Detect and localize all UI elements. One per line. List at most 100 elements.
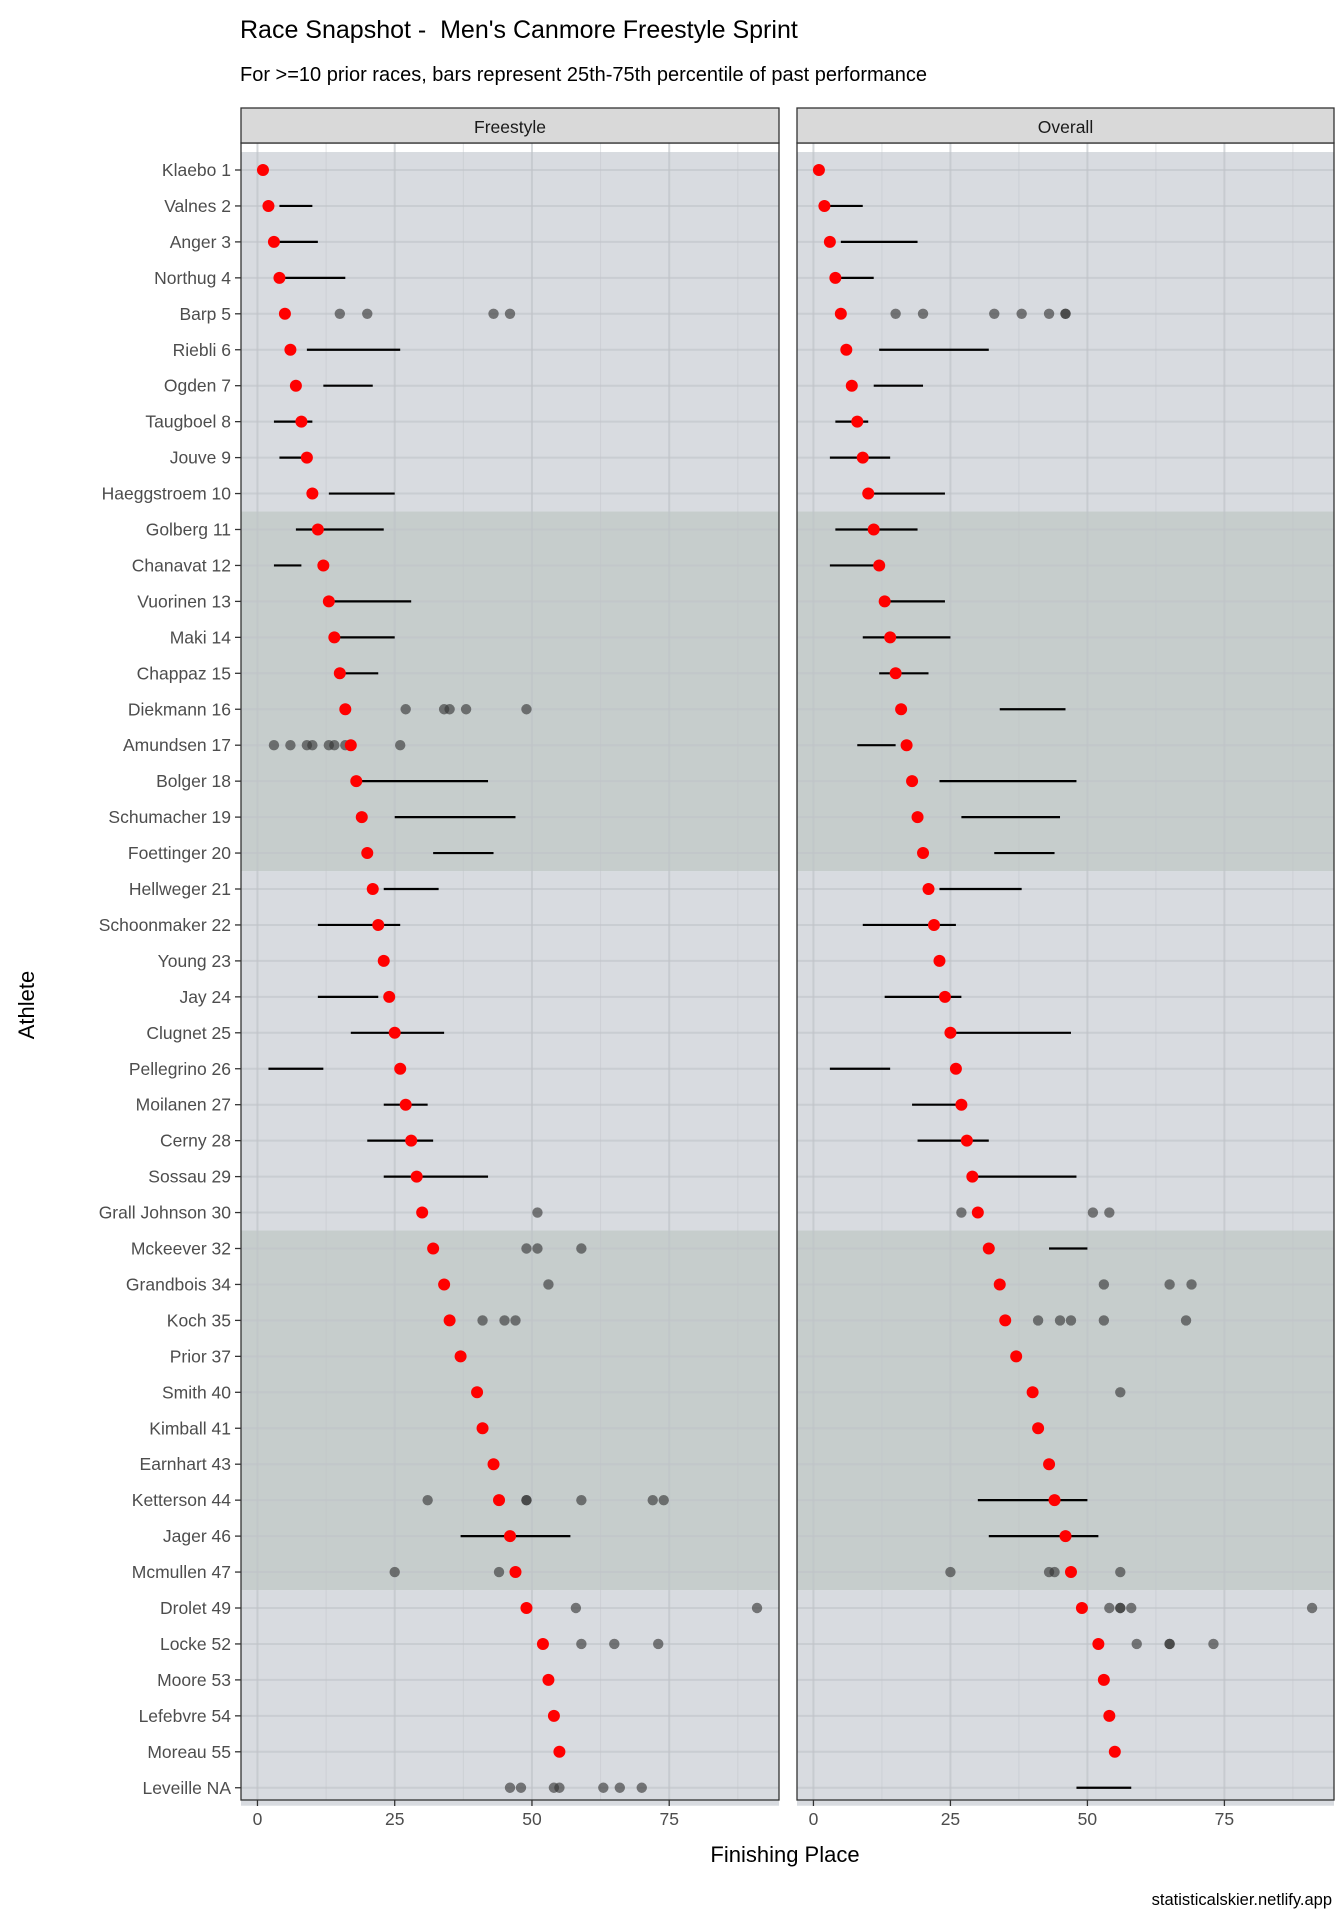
past-result-point (576, 1494, 587, 1506)
current-place-point (884, 631, 897, 644)
past-result-point (1016, 308, 1027, 319)
x-tick-label: 75 (1215, 1809, 1234, 1829)
athlete-label: Chappaz 15 (137, 663, 231, 683)
past-result-point (493, 1566, 505, 1578)
current-place-point (405, 1134, 418, 1147)
shade-band (241, 1590, 779, 1806)
athlete-label: Clugnet 25 (146, 1023, 231, 1043)
current-place-point (394, 1062, 407, 1075)
current-place-point (982, 1242, 995, 1255)
past-result-point (1087, 1207, 1099, 1218)
past-result-point (395, 740, 406, 751)
athlete-label: Barp 5 (179, 304, 231, 324)
athlete-label: Pellegrino 26 (129, 1059, 231, 1079)
facet-strip-label: Overall (1038, 117, 1093, 137)
current-place-point (933, 954, 946, 967)
current-place-point (938, 990, 951, 1003)
current-place-point (1048, 1494, 1061, 1507)
athlete-label: Jouve 9 (170, 448, 231, 468)
past-result-point (658, 1494, 669, 1506)
athlete-label: Haeggstroem 10 (102, 484, 232, 504)
athlete-label: Locke 52 (160, 1634, 231, 1654)
current-place-point (333, 667, 346, 680)
current-place-point (493, 1494, 506, 1507)
current-place-point (862, 487, 875, 500)
current-place-point (960, 1134, 973, 1147)
current-place-point (350, 775, 363, 788)
past-result-point (1131, 1638, 1142, 1650)
current-place-point (818, 199, 831, 212)
current-place-point (867, 523, 880, 536)
past-result-point (1098, 1279, 1110, 1290)
athlete-label: Ogden 7 (164, 376, 231, 396)
past-result-point (1032, 1315, 1044, 1326)
past-result-point (400, 704, 411, 715)
athlete-label: Grandbois 34 (126, 1274, 231, 1294)
past-result-point (504, 1782, 516, 1793)
athlete-label: Mckeever 32 (131, 1239, 231, 1259)
athlete-label: Anger 3 (170, 232, 231, 252)
current-place-point (317, 559, 330, 572)
current-place-point (361, 847, 374, 860)
athlete-label: Riebli 6 (173, 340, 231, 360)
facet-strip-label: Freestyle (474, 117, 546, 137)
current-place-point (878, 595, 891, 608)
current-place-point (262, 199, 275, 212)
current-place-point (1043, 1458, 1056, 1471)
athlete-label: Vuorinen 13 (137, 591, 231, 611)
past-result-point (653, 1638, 664, 1650)
past-result-point (477, 1315, 488, 1326)
y-axis-tick-labels: Klaebo 1 Valnes 2 Anger 3 Northug 4 Barp 5 Ri… (99, 160, 241, 1798)
current-place-point (993, 1278, 1006, 1291)
athlete-label: Schoonmaker 22 (99, 915, 231, 935)
athlete-label: Golberg 11 (146, 520, 231, 540)
current-place-point (927, 918, 940, 931)
past-result-point (1126, 1602, 1137, 1614)
athlete-label: Cerny 28 (160, 1131, 231, 1151)
current-place-point (339, 703, 352, 716)
current-place-point (471, 1386, 484, 1399)
current-place-point (322, 595, 335, 608)
current-place-point (547, 1709, 560, 1722)
past-result-point (1054, 1315, 1066, 1326)
current-place-point (911, 811, 924, 824)
athlete-label: Ketterson 44 (132, 1490, 231, 1510)
panels: Freestyle 0 25 50 75 Overall 0 25 50 75 (240, 107, 1335, 1829)
current-place-point (966, 1170, 979, 1183)
current-place-point (300, 451, 313, 464)
athlete-label: Sossau 29 (148, 1167, 231, 1187)
current-place-point (906, 775, 919, 788)
past-result-point (751, 1602, 763, 1614)
past-result-point (460, 704, 472, 715)
facet-strip (796, 107, 1335, 144)
current-place-point (1108, 1745, 1121, 1758)
grid-lines (241, 143, 779, 1800)
athlete-label: Amundsen 17 (123, 735, 231, 755)
current-place-point (416, 1206, 429, 1219)
past-result-point (614, 1782, 625, 1793)
past-result-point (1060, 308, 1071, 319)
athlete-label: Taugboel 8 (145, 412, 231, 432)
athlete-label: Prior 37 (170, 1346, 231, 1366)
past-result-point (1208, 1638, 1219, 1650)
past-result-point (504, 308, 516, 319)
athlete-label: Jay 24 (179, 987, 231, 1007)
current-place-point (1032, 1422, 1045, 1435)
x-tick-label: 50 (522, 1809, 542, 1829)
past-result-point (543, 1279, 554, 1290)
past-result-point (499, 1315, 510, 1326)
current-place-point (845, 379, 858, 392)
athlete-label: Moilanen 27 (136, 1095, 231, 1115)
y-axis-label: Athlete (14, 971, 39, 1040)
current-place-point (1075, 1602, 1088, 1614)
past-result-point (532, 1243, 543, 1254)
past-result-point (510, 1315, 521, 1326)
past-result-point (1115, 1602, 1126, 1614)
athlete-label: Chanavat 12 (132, 555, 231, 575)
current-place-point (476, 1422, 489, 1435)
athlete-label: Earnhart 43 (140, 1454, 231, 1474)
current-place-point (306, 487, 319, 500)
past-result-point (1164, 1638, 1175, 1650)
athlete-label: Grall Johnson 30 (99, 1203, 232, 1223)
